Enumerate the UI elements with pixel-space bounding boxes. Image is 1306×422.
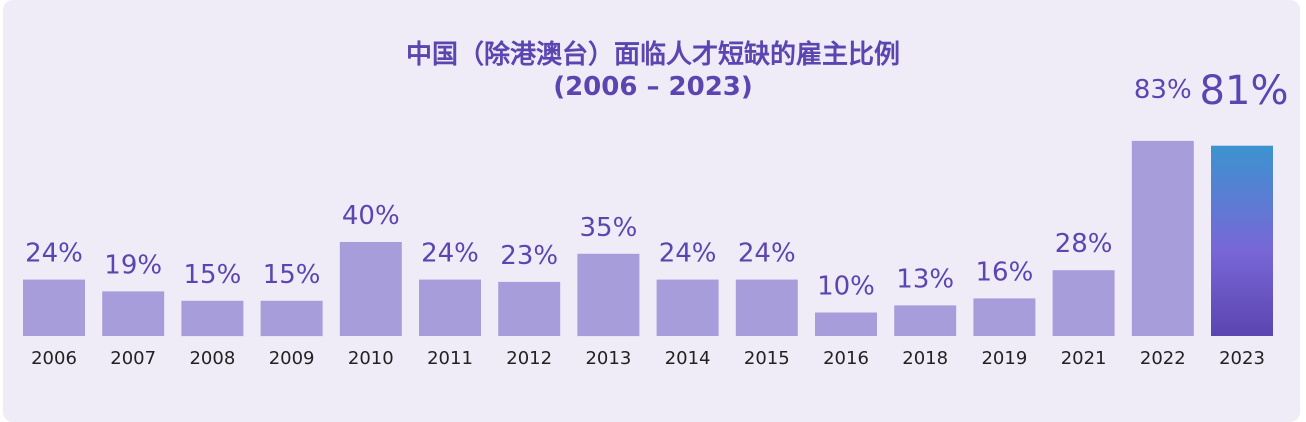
value-label-2007: 19% [104,250,162,280]
value-label-2015: 24% [738,239,796,269]
value-label-2023: 81% [1200,68,1289,114]
value-label-2022: 83% [1134,75,1192,105]
bar-2015 [735,279,798,336]
category-label-2006: 2006 [31,348,77,369]
value-label-2019: 16% [976,257,1034,287]
category-label-2008: 2008 [189,348,235,369]
bar-2012 [498,281,561,336]
bar-2023 [1211,145,1273,336]
category-label-2022: 2022 [1140,348,1186,369]
bar-2006 [23,279,85,336]
bar-2018 [894,305,957,336]
bar-2022 [1131,140,1194,336]
value-label-2016: 10% [817,272,875,302]
category-label-2010: 2010 [348,348,394,369]
bar-2008 [181,300,244,337]
chart-panel [3,0,1300,422]
category-label-2016: 2016 [823,348,869,369]
bar-2011 [419,279,481,336]
value-label-2012: 23% [500,241,558,271]
bar-2016 [815,312,877,336]
value-label-2021: 28% [1055,229,1113,259]
category-label-2014: 2014 [665,348,711,369]
bar-2010 [339,242,402,336]
category-label-2013: 2013 [585,348,631,369]
bar-2013 [577,253,640,337]
chart-subtitle: (2006 – 2023) [553,72,753,102]
value-label-2006: 24% [25,239,83,269]
category-label-2015: 2015 [744,348,790,369]
value-label-2009: 15% [263,260,321,290]
value-label-2014: 24% [659,239,717,269]
category-label-2012: 2012 [506,348,552,369]
category-label-2021: 2021 [1061,348,1107,369]
bar-2014 [656,279,719,336]
value-label-2018: 13% [896,264,954,294]
category-label-2011: 2011 [427,348,473,369]
category-label-2007: 2007 [110,348,156,369]
bar-2019 [973,298,1036,336]
value-label-2011: 24% [421,239,479,269]
bar-2007 [102,291,165,336]
bar-2021 [1052,270,1115,336]
category-label-2018: 2018 [902,348,948,369]
chart-title: 中国（除港澳台）面临人才短缺的雇主比例 [405,40,900,70]
category-label-2023: 2023 [1219,348,1265,369]
value-label-2010: 40% [342,201,400,231]
category-label-2009: 2009 [269,348,315,369]
bar-group: 24% 2006 19% 2007 15% 2008 15% 2009 40% 2010 24% 20… [23,68,1288,369]
bar-2009 [260,300,323,337]
category-label-2019: 2019 [981,348,1027,369]
value-label-2013: 35% [580,213,638,243]
value-label-2008: 15% [184,260,242,290]
